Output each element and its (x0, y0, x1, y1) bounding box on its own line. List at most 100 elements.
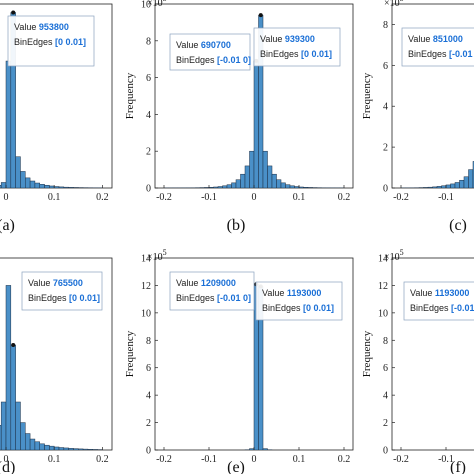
y-tick-label-f: 2 (383, 418, 388, 429)
bar-b (231, 182, 237, 188)
bar-b (253, 60, 259, 188)
y-tick-label-f: 10 (378, 308, 388, 319)
datatip-value-b: Value 939300 (260, 34, 315, 44)
bar-b (208, 187, 214, 188)
y-axis-label-e: Frequency (124, 330, 136, 377)
bar-d (58, 447, 65, 450)
bar-b (235, 179, 241, 188)
datatip-box-e (255, 281, 343, 321)
panel-label-c: (c) (449, 217, 467, 234)
y-tick-label-f: 8 (383, 336, 388, 347)
bar-d (25, 433, 31, 450)
datatip-box-c (401, 27, 474, 67)
y-tick-label-e: 10 (141, 308, 151, 319)
bar-d (5, 285, 12, 450)
x-tick-label-b: 0.2 (338, 192, 351, 203)
bar-d (78, 448, 84, 450)
x-tick-label-a: 0.1 (48, 192, 61, 203)
y-axis-label-c: Frequency (361, 72, 373, 119)
bar-b (298, 186, 304, 188)
bar-a (20, 171, 26, 188)
bar-c (468, 169, 474, 188)
panel-label-f: (f) (450, 459, 466, 474)
bar-a (49, 185, 55, 188)
datatip-box-b (169, 33, 251, 71)
x-tick-label-e: -0.2 (156, 454, 172, 465)
x-tick-label-c: -0.2 (393, 192, 409, 203)
chart-panel-e: -0.2 -0.1 0 0.1 0.2 0 2 4 6 8 10 12 14×105 Frequency V… (124, 248, 354, 465)
x-tick-label-b: -0.1 (201, 192, 217, 203)
bar-b (285, 184, 291, 188)
x-tick-label-b: 0 (252, 192, 257, 203)
x-tick-label-e: 0.2 (338, 454, 351, 465)
bar-b (226, 184, 232, 188)
y-tick-label-e: 8 (146, 336, 151, 347)
datatip-box-d (21, 271, 103, 311)
bar-b (217, 186, 223, 188)
y-tick-label-b: 10 (141, 0, 151, 11)
datatip-value-e: Value 1209000 (176, 278, 236, 288)
bar-c (423, 187, 429, 188)
bar-e (262, 448, 268, 450)
y-tick-label-c: 2 (383, 143, 388, 154)
y-tick-label-e: 12 (141, 281, 151, 292)
y-tick-label-f: 12 (378, 281, 388, 292)
bar-d (15, 401, 21, 450)
bar-e (249, 448, 255, 450)
x-tick-label-f: -0.2 (393, 454, 409, 465)
datatip-e: Value 1209000 BinEdges [-0.01 0] (169, 271, 259, 311)
y-tick-label-f: 6 (383, 363, 388, 374)
bar-b (267, 165, 273, 188)
panel-label-e: (e) (227, 459, 245, 474)
datatip-value-a: Value 953800 (14, 22, 69, 32)
bar-a (34, 182, 40, 188)
x-tick-label-e: 0.1 (293, 454, 306, 465)
datatip-marker-a (11, 10, 16, 15)
y-exponent-c: ×105 (384, 0, 404, 9)
bars-c (400, 161, 474, 188)
bar-d (44, 444, 50, 450)
panel-label-b: (b) (227, 217, 246, 234)
datatip-binedges-b: BinEdges [0 0.01] (260, 49, 332, 59)
x-tick-label-c: -0.1 (438, 192, 454, 203)
x-tick-label-e: -0.1 (201, 454, 217, 465)
y-tick-label-c: 6 (383, 61, 388, 72)
bar-a (73, 187, 79, 188)
y-tick-label-e: 14 (141, 254, 151, 265)
datatip-value-e: Value 1193000 (262, 288, 321, 298)
bar-b (280, 182, 286, 188)
datatip-binedges-e: BinEdges [-0.01 0] (176, 293, 251, 303)
bar-c (432, 186, 438, 188)
datatip-f: Value 1193000 BinEdges [-0.01 0] (403, 281, 474, 321)
bar-a (5, 60, 12, 188)
bar-a (58, 186, 65, 188)
datatip-box-e (169, 271, 255, 311)
bar-b (276, 179, 282, 188)
bar-b (222, 185, 228, 188)
bar-d (82, 448, 89, 450)
bars-a (0, 12, 103, 188)
bar-c (445, 184, 451, 188)
y-axis-label-b: Frequency (124, 72, 136, 119)
y-tick-label-c: 8 (383, 20, 388, 31)
y-tick-label-c: 0 (383, 184, 388, 195)
chart-panel-d: 0 0.1 0.2 Value 765500 BinEdges [0 0.01] (0, 257, 113, 465)
bar-b (244, 165, 250, 188)
datatip-box-a (7, 15, 95, 67)
x-tick-label-d: 0.1 (48, 454, 61, 465)
y-tick-label-e: 4 (146, 391, 151, 402)
datatip-box-b (253, 27, 341, 67)
y-tick-label-b: 2 (146, 147, 151, 158)
bar-c (459, 179, 465, 188)
bar-d (87, 449, 93, 450)
bar-b (240, 173, 246, 188)
bar-c (454, 182, 460, 188)
bar-c (427, 186, 433, 188)
bar-a (68, 187, 74, 188)
y-tick-label-b: 4 (146, 110, 151, 121)
bar-d (49, 445, 55, 450)
